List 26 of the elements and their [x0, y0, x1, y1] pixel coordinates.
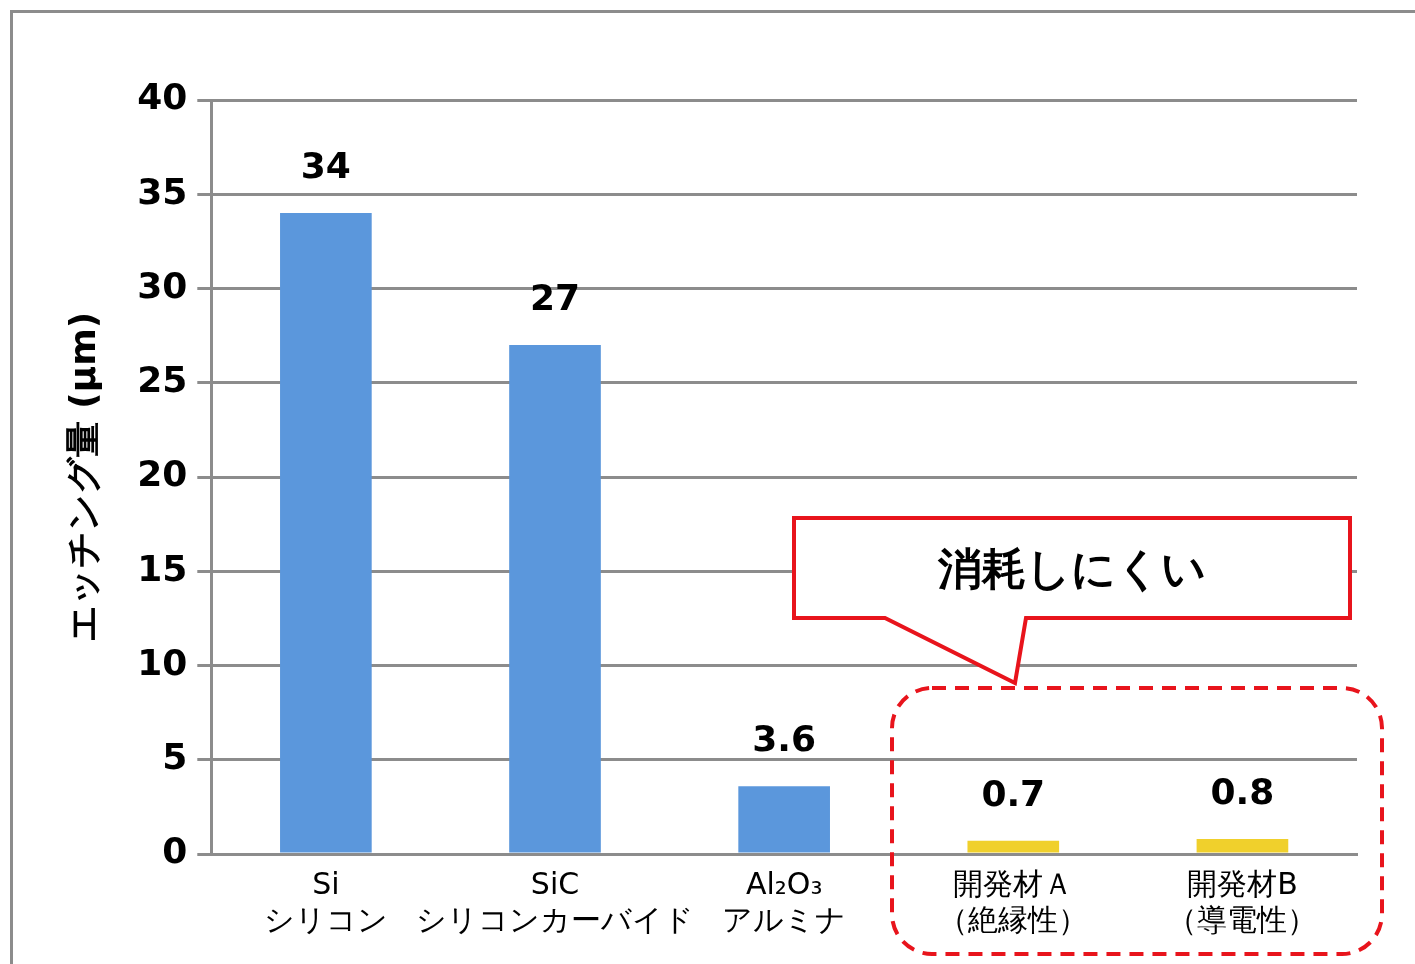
bar [1196, 838, 1289, 853]
y-tick-label: 30 [137, 264, 188, 306]
data-label: 34 [300, 145, 351, 187]
x-tick-label: Si シリコン [263, 865, 388, 937]
y-tick-label: 40 [137, 76, 188, 118]
y-tick-label: 35 [137, 170, 188, 212]
bar [967, 840, 1060, 853]
y-axis-title: エッチング量 (µm) [61, 311, 103, 643]
bar [509, 345, 601, 853]
data-label: 0.7 [981, 773, 1046, 815]
x-tick-label: 開発材B（導電性） [1167, 865, 1318, 937]
y-tick-label: 20 [137, 453, 188, 495]
x-tick-label: SiC シリコンカーバイド [416, 865, 695, 937]
data-label: 0.8 [1210, 771, 1275, 813]
data-label: 27 [529, 277, 581, 319]
y-tick-label: 10 [137, 641, 188, 683]
x-tick-label: 開発材Ａ（絶縁性） [938, 865, 1089, 937]
y-tick-label: 5 [162, 736, 188, 778]
y-tick-label: 25 [137, 359, 188, 401]
bar [280, 213, 372, 853]
y-tick-label: 0 [162, 830, 188, 872]
annotation: 消耗しにくい [937, 541, 1207, 596]
y-tick-label: 15 [137, 547, 188, 589]
bar [738, 786, 830, 853]
x-tick-label: Al₂O₃ アルミナ [722, 865, 847, 937]
data-label: 3.6 [752, 718, 817, 760]
